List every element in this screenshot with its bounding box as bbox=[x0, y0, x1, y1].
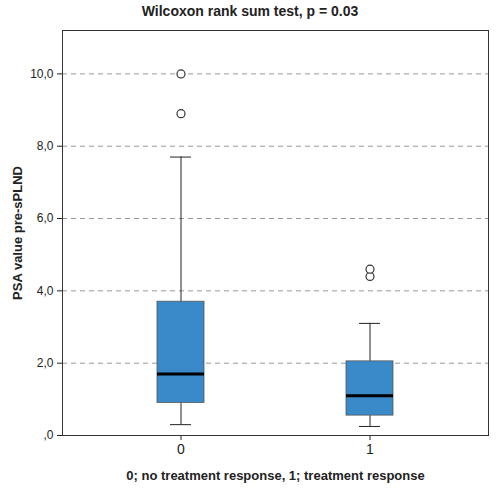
html-text:Wilcoxon rank sum test, p = 0.: Wilcoxon rank sum test, p = 0.03 bbox=[141, 3, 359, 19]
svg-text:,0: ,0 bbox=[43, 428, 53, 442]
svg-text:2,0: 2,0 bbox=[37, 356, 54, 370]
svg-text:1: 1 bbox=[366, 441, 374, 457]
svg-text:10,0: 10,0 bbox=[30, 67, 54, 81]
svg-text:4,0: 4,0 bbox=[37, 284, 54, 298]
svg-text:6,0: 6,0 bbox=[37, 211, 54, 225]
svg-text:0; no treatment response, 1; t: 0; no treatment response, 1; treatment r… bbox=[126, 468, 424, 483]
svg-text:8,0: 8,0 bbox=[37, 139, 54, 153]
svg-text:PSA value pre-sPLND: PSA value pre-sPLND bbox=[10, 166, 25, 300]
svg-text:0: 0 bbox=[177, 441, 185, 457]
